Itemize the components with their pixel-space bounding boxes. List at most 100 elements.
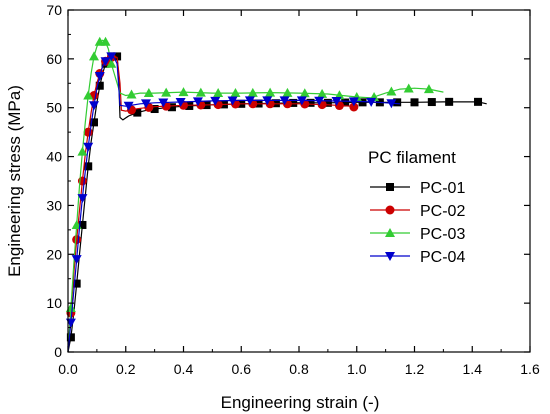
data-point bbox=[296, 96, 307, 106]
data-point bbox=[366, 97, 377, 107]
series-pc-04 bbox=[65, 52, 401, 353]
data-point bbox=[106, 52, 117, 62]
data-point bbox=[474, 97, 483, 106]
data-point bbox=[299, 88, 310, 98]
data-point bbox=[71, 255, 82, 265]
y-tick-label: 40 bbox=[46, 149, 62, 165]
y-tick-label: 10 bbox=[46, 295, 62, 311]
data-point bbox=[106, 58, 117, 68]
data-point bbox=[358, 98, 367, 107]
x-tick-label: 0.6 bbox=[232, 361, 252, 377]
x-tick-label: 0.8 bbox=[289, 361, 309, 377]
x-tick-label: 1.6 bbox=[520, 361, 540, 377]
data-point bbox=[210, 96, 221, 106]
legend-item-pc-04: PC-04 bbox=[370, 249, 465, 266]
data-point bbox=[185, 101, 194, 110]
x-tick-label: 1.4 bbox=[463, 361, 483, 377]
data-point bbox=[386, 99, 397, 109]
data-point bbox=[100, 36, 111, 46]
data-point bbox=[133, 108, 142, 117]
data-point bbox=[289, 98, 298, 107]
legend-marker bbox=[385, 228, 395, 237]
legend-marker bbox=[386, 183, 394, 191]
data-point bbox=[113, 52, 122, 61]
data-point bbox=[427, 98, 436, 107]
data-point bbox=[143, 88, 154, 98]
legend-marker bbox=[385, 205, 395, 215]
data-point bbox=[410, 98, 419, 107]
data-point bbox=[94, 71, 105, 81]
data-point bbox=[77, 146, 88, 156]
y-tick-label: 70 bbox=[46, 2, 62, 18]
data-point bbox=[386, 86, 397, 96]
data-point bbox=[167, 103, 176, 112]
y-tick-label: 50 bbox=[46, 100, 62, 116]
legend-item-pc-01: PC-01 bbox=[370, 180, 465, 197]
data-point bbox=[192, 97, 203, 107]
y-axis-label: Engineering stress (MPa) bbox=[5, 85, 24, 277]
data-point bbox=[230, 88, 241, 98]
data-point bbox=[403, 83, 414, 93]
y-tick-label: 30 bbox=[46, 197, 62, 213]
data-point bbox=[247, 87, 258, 97]
data-point bbox=[227, 96, 238, 106]
data-point bbox=[331, 97, 342, 107]
data-point bbox=[83, 90, 94, 100]
data-point bbox=[65, 318, 76, 328]
data-point bbox=[306, 98, 315, 107]
data-point bbox=[83, 142, 94, 152]
data-point bbox=[140, 99, 151, 109]
legend-item-pc-03: PC-03 bbox=[370, 226, 465, 243]
axes: 0.0 0.2 0.4 0.6 0.8 1.0 1.2 1.4 1.6 0 10 20 30 40 50 60… bbox=[46, 2, 540, 377]
data-point bbox=[66, 333, 75, 342]
data-point bbox=[72, 235, 82, 245]
data-point bbox=[89, 118, 98, 127]
data-point bbox=[158, 98, 169, 108]
data-point bbox=[178, 87, 189, 97]
legend-marker bbox=[385, 252, 395, 261]
data-point bbox=[195, 87, 206, 97]
data-point bbox=[150, 105, 159, 114]
data-point bbox=[100, 57, 111, 67]
y-tick-label: 60 bbox=[46, 51, 62, 67]
legend-label: PC-02 bbox=[420, 203, 465, 220]
x-axis-label: Engineering strain (-) bbox=[221, 393, 380, 412]
data-point bbox=[341, 98, 350, 107]
data-point bbox=[423, 84, 434, 94]
data-point bbox=[262, 96, 273, 106]
data-point bbox=[78, 220, 87, 229]
data-point bbox=[282, 87, 293, 97]
legend-title: PC filament bbox=[368, 148, 456, 167]
data-point bbox=[213, 88, 224, 98]
data-point bbox=[88, 51, 99, 61]
data-point bbox=[95, 81, 104, 90]
data-point bbox=[72, 279, 81, 288]
data-point bbox=[314, 96, 325, 106]
data-point bbox=[323, 98, 332, 107]
legend: PC filament PC-01 PC-02 PC-03 PC-04 bbox=[368, 148, 465, 266]
y-tick-label: 20 bbox=[46, 246, 62, 262]
data-point bbox=[77, 194, 88, 204]
data-point bbox=[175, 97, 186, 107]
legend-label: PC-01 bbox=[420, 180, 465, 197]
data-point bbox=[279, 96, 290, 106]
data-point bbox=[445, 97, 454, 106]
series-pc-03 bbox=[65, 36, 444, 353]
data-point bbox=[393, 98, 402, 107]
data-point bbox=[317, 88, 328, 98]
x-tick-label: 0.0 bbox=[58, 361, 78, 377]
legend-label: PC-03 bbox=[420, 226, 465, 243]
data-point bbox=[334, 90, 345, 100]
data-point bbox=[88, 101, 99, 111]
plot-area bbox=[65, 36, 487, 353]
data-point bbox=[265, 87, 276, 97]
x-tick-label: 1.0 bbox=[347, 361, 367, 377]
x-tick-label: 0.4 bbox=[174, 361, 194, 377]
data-point bbox=[161, 87, 172, 97]
data-point bbox=[126, 89, 137, 99]
x-tick-label: 0.2 bbox=[116, 361, 136, 377]
legend-item-pc-02: PC-02 bbox=[370, 203, 465, 220]
legend-label: PC-04 bbox=[420, 249, 465, 266]
y-tick-label: 0 bbox=[54, 344, 62, 360]
